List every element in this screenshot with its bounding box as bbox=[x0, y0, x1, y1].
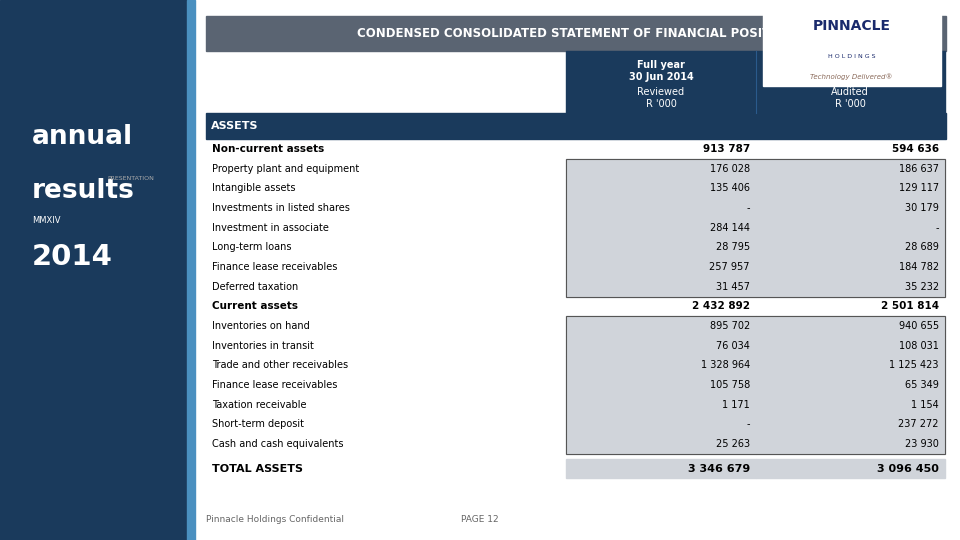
Text: 237 272: 237 272 bbox=[899, 420, 939, 429]
Text: 186 637: 186 637 bbox=[899, 164, 939, 174]
Text: Taxation receivable: Taxation receivable bbox=[212, 400, 306, 410]
Text: -: - bbox=[935, 223, 939, 233]
Text: TOTAL ASSETS: TOTAL ASSETS bbox=[212, 463, 303, 474]
Text: Reviewed: Reviewed bbox=[637, 87, 684, 97]
Text: -: - bbox=[746, 203, 750, 213]
Text: 3 096 450: 3 096 450 bbox=[877, 463, 939, 474]
Text: Inventories on hand: Inventories on hand bbox=[212, 321, 310, 331]
Text: Long-term loans: Long-term loans bbox=[212, 242, 292, 252]
Text: Cash and cash equivalents: Cash and cash equivalents bbox=[212, 439, 344, 449]
Text: 257 957: 257 957 bbox=[709, 262, 750, 272]
Text: -: - bbox=[746, 420, 750, 429]
Text: results: results bbox=[32, 178, 134, 204]
Text: 2014: 2014 bbox=[32, 243, 112, 271]
Text: 1 154: 1 154 bbox=[911, 400, 939, 410]
Text: ASSETS: ASSETS bbox=[211, 122, 258, 131]
Text: R '000: R '000 bbox=[834, 99, 866, 109]
Text: Property plant and equipment: Property plant and equipment bbox=[212, 164, 359, 174]
Text: 105 758: 105 758 bbox=[709, 380, 750, 390]
Text: Deferred taxation: Deferred taxation bbox=[212, 282, 299, 292]
Text: Finance lease receivables: Finance lease receivables bbox=[212, 380, 338, 390]
Text: 1 171: 1 171 bbox=[722, 400, 750, 410]
Text: 30 179: 30 179 bbox=[905, 203, 939, 213]
Text: Investment in associate: Investment in associate bbox=[212, 223, 329, 233]
Text: CONDENSED CONSOLIDATED STATEMENT OF FINANCIAL POSITION: CONDENSED CONSOLIDATED STATEMENT OF FINA… bbox=[357, 27, 795, 40]
Text: 940 655: 940 655 bbox=[899, 321, 939, 331]
Text: 913 787: 913 787 bbox=[703, 144, 750, 154]
Text: 895 702: 895 702 bbox=[709, 321, 750, 331]
Text: 76 034: 76 034 bbox=[716, 341, 750, 350]
Text: 594 636: 594 636 bbox=[892, 144, 939, 154]
Text: annual: annual bbox=[32, 124, 132, 150]
Text: Finance lease receivables: Finance lease receivables bbox=[212, 262, 338, 272]
Text: Full year: Full year bbox=[637, 60, 684, 70]
Text: Inventories in transit: Inventories in transit bbox=[212, 341, 314, 350]
Text: 23 930: 23 930 bbox=[905, 439, 939, 449]
Text: Short-term deposit: Short-term deposit bbox=[212, 420, 304, 429]
Text: 65 349: 65 349 bbox=[905, 380, 939, 390]
Text: PAGE 12: PAGE 12 bbox=[461, 515, 499, 524]
Text: Current assets: Current assets bbox=[212, 301, 299, 312]
Text: 25 263: 25 263 bbox=[715, 439, 750, 449]
Text: MMXIV: MMXIV bbox=[32, 216, 60, 225]
Text: 28 689: 28 689 bbox=[905, 242, 939, 252]
Text: Investments in listed shares: Investments in listed shares bbox=[212, 203, 350, 213]
Text: PRESENTATION: PRESENTATION bbox=[108, 176, 155, 180]
Text: 184 782: 184 782 bbox=[899, 262, 939, 272]
Text: 30 Jun 2013: 30 Jun 2013 bbox=[818, 72, 882, 82]
Text: Non-current assets: Non-current assets bbox=[212, 144, 324, 154]
Text: 3 346 679: 3 346 679 bbox=[687, 463, 750, 474]
Text: Trade and other receivables: Trade and other receivables bbox=[212, 360, 348, 370]
Text: 2 432 892: 2 432 892 bbox=[692, 301, 750, 312]
Text: 135 406: 135 406 bbox=[709, 184, 750, 193]
Text: 284 144: 284 144 bbox=[709, 223, 750, 233]
Text: 2 501 814: 2 501 814 bbox=[880, 301, 939, 312]
Text: 108 031: 108 031 bbox=[899, 341, 939, 350]
Text: R '000: R '000 bbox=[645, 99, 677, 109]
Text: Full year: Full year bbox=[827, 60, 874, 70]
Text: 176 028: 176 028 bbox=[709, 164, 750, 174]
Text: 31 457: 31 457 bbox=[716, 282, 750, 292]
Text: Technology Delivered®: Technology Delivered® bbox=[810, 73, 893, 79]
Text: 35 232: 35 232 bbox=[904, 282, 939, 292]
Text: Pinnacle Holdings Confidential: Pinnacle Holdings Confidential bbox=[206, 515, 345, 524]
Text: 28 795: 28 795 bbox=[715, 242, 750, 252]
Text: 1 328 964: 1 328 964 bbox=[701, 360, 750, 370]
Text: 1 125 423: 1 125 423 bbox=[889, 360, 939, 370]
Text: 30 Jun 2014: 30 Jun 2014 bbox=[629, 72, 693, 82]
Text: 129 117: 129 117 bbox=[899, 184, 939, 193]
Text: Audited: Audited bbox=[831, 87, 869, 97]
Text: H O L D I N G S: H O L D I N G S bbox=[828, 54, 876, 59]
Text: Intangible assets: Intangible assets bbox=[212, 184, 296, 193]
Text: PINNACLE: PINNACLE bbox=[812, 19, 891, 33]
